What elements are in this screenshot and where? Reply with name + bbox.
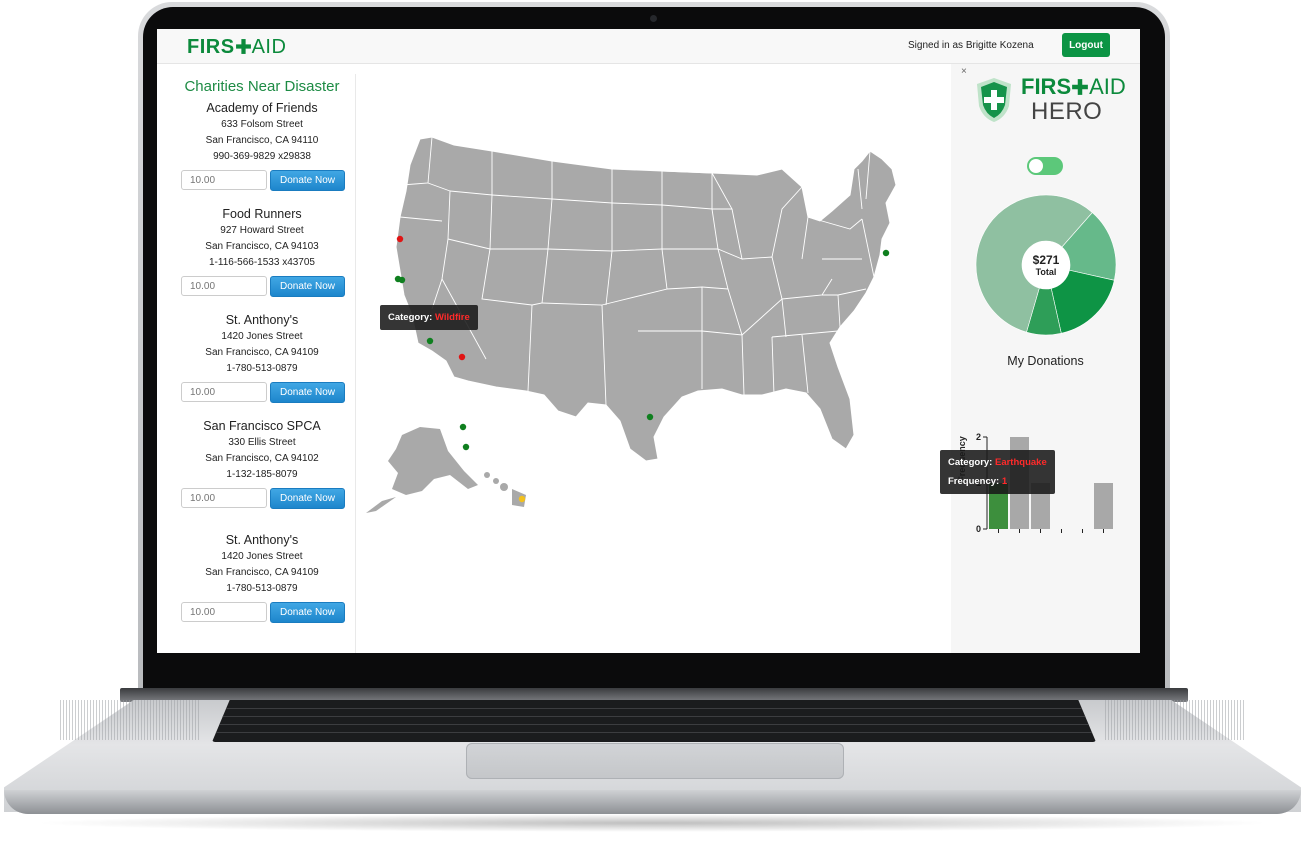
donut-total-label: Total [1036, 267, 1057, 277]
disaster-marker[interactable] [398, 276, 406, 284]
charity-city: San Francisco, CA 94109 [205, 567, 319, 578]
donate-now-button[interactable]: Donate Now [270, 170, 345, 191]
bar-tooltip: Category: Earthquake Frequency: 1 [940, 450, 1055, 494]
panel-divider [355, 74, 356, 653]
laptop-front-edge [4, 790, 1301, 814]
donation-amount-input[interactable] [181, 276, 267, 296]
bar[interactable] [989, 483, 1008, 529]
donut-hole [1022, 241, 1070, 289]
charity-name: San Francisco SPCA [203, 419, 321, 433]
charity-card: Food Runners 927 Howard Street San Franc… [157, 207, 357, 273]
charity-city: San Francisco, CA 94102 [205, 453, 319, 464]
hero-brand: FIRS AID [1021, 74, 1126, 99]
disaster-marker[interactable] [646, 413, 654, 421]
disaster-marker[interactable] [462, 443, 470, 451]
view-toggle[interactable] [1027, 157, 1063, 175]
bar[interactable] [1094, 483, 1113, 529]
disaster-marker-wildfire[interactable] [458, 353, 466, 361]
key-row [212, 716, 1096, 723]
disaster-marker[interactable] [459, 423, 467, 431]
top-navbar: FIRS AID Signed in as Brigitte Kozena Log… [157, 29, 1140, 64]
plus-icon [235, 39, 251, 54]
map-tooltip: Category: Wildfire [380, 305, 478, 330]
speaker-grille [1105, 700, 1245, 740]
charity-street: 633 Folsom Street [221, 119, 303, 130]
donation-amount-input[interactable] [181, 382, 267, 402]
charity-city: San Francisco, CA 94110 [205, 135, 319, 146]
camera [650, 15, 657, 22]
donate-now-button[interactable]: Donate Now [270, 602, 345, 623]
donation-amount-input[interactable] [181, 170, 267, 190]
charity-phone: 990-369-9829 x29838 [213, 151, 311, 162]
disaster-marker-wildfire[interactable] [396, 235, 404, 243]
state-borders [399, 136, 875, 406]
close-icon[interactable]: × [961, 66, 967, 77]
usa-landmass [395, 136, 897, 462]
logout-button[interactable]: Logout [1062, 33, 1110, 57]
donation-amount-input[interactable] [181, 602, 267, 622]
donate-now-button[interactable]: Donate Now [270, 382, 345, 403]
alaska [388, 427, 478, 495]
charity-name: Food Runners [222, 207, 302, 221]
shield-plus-icon [977, 78, 1011, 122]
disaster-marker[interactable] [426, 337, 434, 345]
charity-street: 927 Howard Street [220, 225, 304, 236]
charity-phone: 1-132-185-8079 [226, 469, 298, 480]
charity-phone: 1-116-566-1533 x43705 [208, 257, 315, 268]
donation-amount-input[interactable] [181, 488, 267, 508]
charity-list-panel: Charities Near Disaster Academy of Frien… [157, 64, 357, 653]
laptop-hinge [120, 688, 1188, 702]
disaster-marker[interactable] [882, 249, 890, 257]
bar[interactable] [1031, 483, 1050, 529]
charity-city: San Francisco, CA 94109 [205, 347, 319, 358]
charity-street: 330 Ellis Street [228, 437, 296, 448]
charity-card: St. Anthony's 1420 Jones Street San Fran… [157, 533, 357, 599]
y-tick-label: 2 [976, 432, 981, 442]
charity-card: St. Anthony's 1420 Jones Street San Fran… [157, 313, 357, 379]
charity-card: San Francisco SPCA 330 Ellis Street San … [157, 419, 357, 485]
donate-now-button[interactable]: Donate Now [270, 276, 345, 297]
trackpad [466, 743, 844, 779]
charity-card: Academy of Friends 633 Folsom Street San… [157, 101, 357, 167]
keyboard [212, 700, 1096, 742]
signed-in-text: Signed in as Brigitte Kozena [908, 40, 1034, 51]
key-row [212, 708, 1096, 715]
donate-now-button[interactable]: Donate Now [270, 488, 345, 509]
charity-city: San Francisco, CA 94103 [205, 241, 319, 252]
hawaii [484, 472, 526, 507]
key-row [212, 724, 1096, 731]
my-donations-title: My Donations [1007, 354, 1084, 368]
charity-street: 1420 Jones Street [221, 551, 303, 562]
laptop-shadow [30, 814, 1275, 832]
charity-name: St. Anthony's [225, 533, 299, 547]
charity-phone: 1-780-513-0879 [226, 583, 298, 594]
brand-logo[interactable]: FIRS AID [187, 36, 287, 58]
hero-subtitle: HERO [1031, 98, 1103, 125]
donations-donut-chart[interactable]: $271 Total [975, 194, 1117, 336]
charity-street: 1420 Jones Street [221, 331, 303, 342]
disaster-map[interactable] [362, 99, 952, 519]
aleutians [366, 497, 396, 513]
disaster-marker[interactable] [518, 495, 526, 503]
toggle-knob [1029, 159, 1043, 173]
y-tick-label: 0 [976, 524, 981, 534]
key-row [212, 732, 1096, 739]
app-screen: FIRS AID Signed in as Brigitte Kozena Log… [157, 29, 1140, 653]
charity-phone: 1-780-513-0879 [226, 363, 298, 374]
charities-title: Charities Near Disaster [184, 78, 340, 95]
charity-name: Academy of Friends [206, 101, 318, 115]
charity-name: St. Anthony's [225, 313, 299, 327]
donut-total-value: $271 [1033, 253, 1060, 267]
plus-icon [1072, 79, 1088, 95]
speaker-grille [60, 700, 200, 740]
